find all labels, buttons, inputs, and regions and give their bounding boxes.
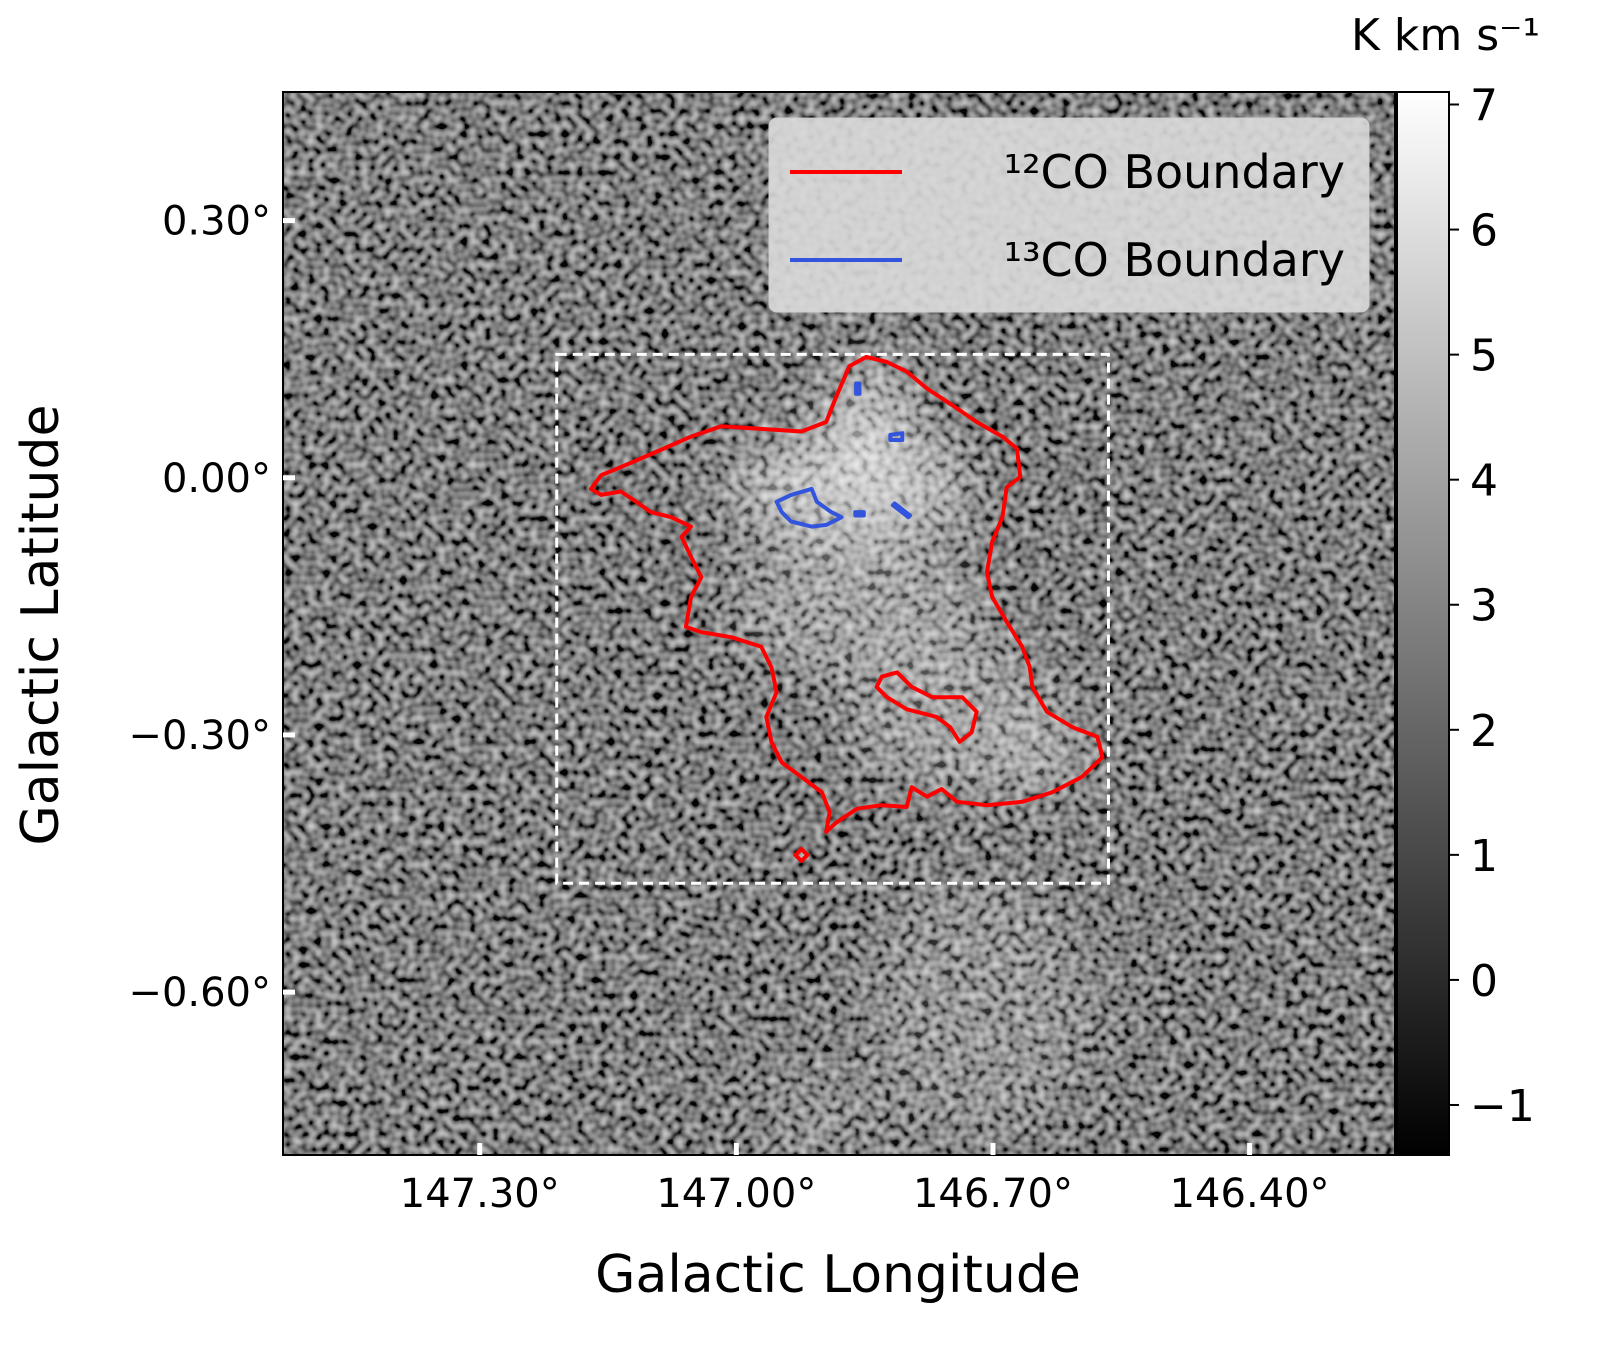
colorbar-tick-label: 2 bbox=[1470, 706, 1498, 757]
colorbar-tick-label: −1 bbox=[1470, 1081, 1535, 1132]
colorbar-tick-label: 5 bbox=[1470, 331, 1498, 382]
contour bbox=[854, 381, 862, 396]
contour bbox=[793, 847, 810, 863]
plot-frame bbox=[282, 91, 1396, 1156]
legend-label: ¹³CO Boundary bbox=[1004, 233, 1345, 287]
x-tick-label: 147.30° bbox=[400, 1171, 560, 1217]
emission bbox=[730, 360, 1090, 1155]
y-axis-title: Galactic Latitude bbox=[11, 404, 71, 845]
x-tick-label: 147.00° bbox=[656, 1171, 816, 1217]
x-tick-label: 146.70° bbox=[913, 1171, 1073, 1217]
colorbar-label: K km s⁻¹ bbox=[1351, 10, 1540, 61]
y-tick-label: −0.30° bbox=[128, 713, 271, 759]
contour bbox=[890, 501, 912, 520]
colorbar bbox=[1396, 91, 1450, 1156]
legend-label: ¹²CO Boundary bbox=[1004, 145, 1345, 199]
contour bbox=[588, 354, 1105, 834]
contour bbox=[774, 486, 844, 529]
contour bbox=[888, 431, 905, 442]
colorbar-tick-label: 7 bbox=[1470, 81, 1498, 132]
colorbar-tick-label: 1 bbox=[1470, 831, 1498, 882]
x-axis-title: Galactic Longitude bbox=[595, 1245, 1081, 1305]
contour bbox=[874, 670, 979, 744]
legend: ¹²CO Boundary ¹³CO Boundary bbox=[768, 117, 1370, 313]
x-tick-label: 146.40° bbox=[1170, 1171, 1330, 1217]
colorbar-tick-label: 4 bbox=[1470, 456, 1498, 507]
y-tick-label: 0.00° bbox=[162, 456, 271, 502]
overlay bbox=[555, 352, 1110, 885]
y-tick-label: 0.30° bbox=[162, 199, 271, 245]
colorbar-tick-label: 3 bbox=[1470, 581, 1498, 632]
region-box bbox=[555, 352, 1110, 885]
colorbar-tick-label: 6 bbox=[1470, 206, 1498, 257]
y-tick-label: −0.60° bbox=[128, 970, 271, 1016]
legend-box bbox=[768, 117, 1370, 313]
contour bbox=[853, 510, 866, 518]
colorbar-tick-label: 0 bbox=[1470, 956, 1498, 1007]
